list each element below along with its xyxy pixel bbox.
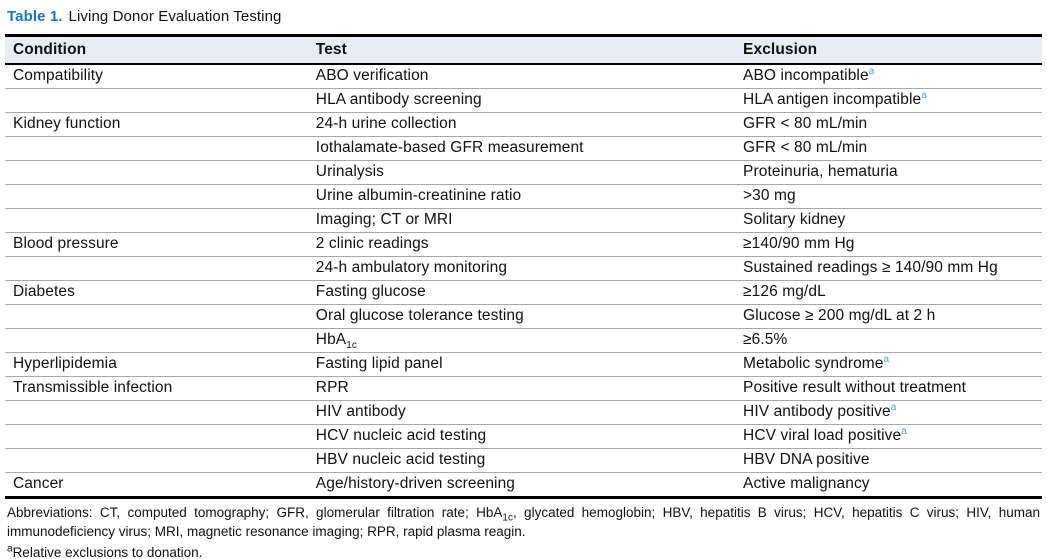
condition-cell: Hyperlipidemia: [5, 352, 308, 377]
column-header-test: Test: [307, 35, 736, 65]
condition-cell: Diabetes: [5, 280, 308, 305]
test-cell: Oral glucose tolerance testing: [307, 304, 736, 329]
footnote-label-a: a: [7, 543, 13, 555]
test-cell: Urine albumin-creatinine ratio: [307, 184, 736, 209]
subscript-1c: 1c: [502, 512, 513, 524]
table-body: Compatibility ABO verification ABO incompa…: [5, 64, 1042, 498]
test-cell: HCV nucleic acid testing: [307, 424, 736, 449]
condition-cell: Cancer: [13, 475, 64, 492]
condition-cell: [5, 184, 308, 209]
header-row: Condition Test Exclusion: [5, 35, 1042, 65]
exclusion-cell: HIV antibody positivea: [735, 400, 1042, 425]
table-row: Blood pressure 2 clinic readings ≥140/90 m…: [5, 232, 1042, 257]
test-cell: HBV nucleic acid testing: [307, 448, 736, 473]
condition-cell: [5, 304, 308, 329]
exclusion-cell: Active malignancy: [743, 475, 870, 492]
test-cell: Imaging; CT or MRI: [307, 208, 736, 233]
exclusion-cell: HBV DNA positive: [735, 448, 1042, 473]
table-row: Transmissible infection RPR Positive resul…: [5, 376, 1042, 401]
table-row: Urinalysis Proteinuria, hematuria: [5, 160, 1042, 185]
table-row: HbA1c ≥6.5%: [5, 328, 1042, 353]
condition-cell: [5, 88, 308, 113]
footnote-marker-a: a: [890, 401, 897, 413]
exclusion-cell: HCV viral load positivea: [735, 424, 1042, 449]
exclusion-cell: GFR < 80 mL/min: [735, 112, 1042, 137]
test-cell: Iothalamate-based GFR measurement: [307, 136, 736, 161]
abbreviations-note: Abbreviations: CT, computed tomography; …: [7, 505, 1041, 539]
test-cell: 24-h urine collection: [307, 112, 736, 137]
living-donor-evaluation-table: Condition Test Exclusion Compatibility AB…: [5, 34, 1042, 499]
exclusion-cell: Sustained readings ≥ 140/90 mm Hg: [735, 256, 1042, 281]
footnote-marker-a: a: [921, 89, 927, 101]
condition-cell: [5, 256, 308, 281]
exclusion-cell: >30 mg: [735, 184, 1042, 209]
exclusion-cell: Proteinuria, hematuria: [735, 160, 1042, 185]
table-caption: Table 1. Living Donor Evaluation Testing: [7, 8, 1042, 25]
test-cell: Age/history-driven screening: [315, 475, 516, 492]
test-cell: ABO verification: [307, 64, 736, 89]
footnote-marker-a: a: [901, 425, 907, 437]
exclusion-cell: ≥6.5%: [735, 328, 1042, 353]
exclusion-cell: Solitary kidney: [735, 208, 1042, 233]
condition-cell: [5, 328, 308, 353]
table-row: 24-h ambulatory monitoring Sustained read…: [5, 256, 1042, 281]
table-row: Compatibility ABO verification ABO incompa…: [5, 64, 1042, 89]
table-row: Diabetes Fasting glucose ≥126 mg/dL: [5, 280, 1042, 305]
table-footnotes: Abbreviations: CT, computed tomography; …: [7, 504, 1040, 559]
test-cell: Fasting glucose: [307, 280, 736, 305]
table-row: Kidney function 24-h urine collection GFR …: [5, 112, 1042, 137]
column-header-condition: Condition: [5, 35, 308, 65]
test-cell: 24-h ambulatory monitoring: [307, 256, 736, 281]
test-cell: 2 clinic readings: [307, 232, 736, 257]
exclusion-cell: ≥140/90 mm Hg: [735, 232, 1042, 257]
test-cell: HIV antibody: [307, 400, 736, 425]
table-row: HLA antibody screening HLA antigen incomp…: [5, 88, 1042, 113]
column-header-exclusion: Exclusion: [735, 35, 1042, 65]
exclusion-cell: GFR < 80 mL/min: [735, 136, 1042, 161]
table-row: Hyperlipidemia Fasting lipid panel Metabol…: [5, 352, 1042, 377]
table-row: HBV nucleic acid testing HBV DNA positive: [5, 448, 1042, 473]
test-cell: RPR: [307, 376, 736, 401]
footnote-a: aRelative exclusions to donation.: [7, 543, 203, 559]
table-row: Iothalamate-based GFR measurement GFR < 8…: [5, 136, 1042, 161]
exclusion-cell: Positive result without treatment: [735, 376, 1042, 401]
condition-cell: Transmissible infection: [5, 376, 308, 401]
condition-cell: [5, 448, 308, 473]
table-row: HIV antibody HIV antibody positivea: [5, 400, 1042, 425]
exclusion-cell: Glucose ≥ 200 mg/dL at 2 h: [735, 304, 1042, 329]
table-caption-title: Living Donor Evaluation Testing: [68, 8, 282, 25]
exclusion-cell: ≥126 mg/dL: [735, 280, 1042, 305]
table-row: Urine albumin-creatinine ratio >30 mg: [5, 184, 1042, 209]
condition-cell: Blood pressure: [5, 232, 308, 257]
condition-cell: [5, 208, 308, 233]
condition-cell: [5, 136, 308, 161]
exclusion-cell: ABO incompatiblea: [735, 64, 1042, 89]
table-row: HCV nucleic acid testing HCV viral load p…: [5, 424, 1042, 449]
footnote-marker-a: a: [883, 353, 890, 365]
exclusion-cell: Metabolic syndromea: [735, 352, 1042, 377]
footnote-marker-a: a: [868, 65, 875, 77]
condition-cell: [5, 424, 308, 449]
condition-cell: [5, 400, 308, 425]
table-row: Oral glucose tolerance testing Glucose ≥ …: [5, 304, 1042, 329]
table-row: Cancer Age/history-driven screening Active…: [5, 473, 1042, 498]
subscript-1c: 1c: [346, 340, 358, 352]
condition-cell: [5, 160, 308, 185]
exclusion-cell: HLA antigen incompatiblea: [735, 88, 1042, 113]
condition-cell: Compatibility: [5, 64, 308, 89]
test-cell: HLA antibody screening: [307, 88, 736, 113]
table-caption-label: Table 1.: [7, 8, 63, 25]
test-cell: Fasting lipid panel: [307, 352, 736, 377]
test-cell: Urinalysis: [307, 160, 736, 185]
table-row: Imaging; CT or MRI Solitary kidney: [5, 208, 1042, 233]
condition-cell: Kidney function: [5, 112, 308, 137]
test-cell: HbA1c: [307, 328, 736, 353]
